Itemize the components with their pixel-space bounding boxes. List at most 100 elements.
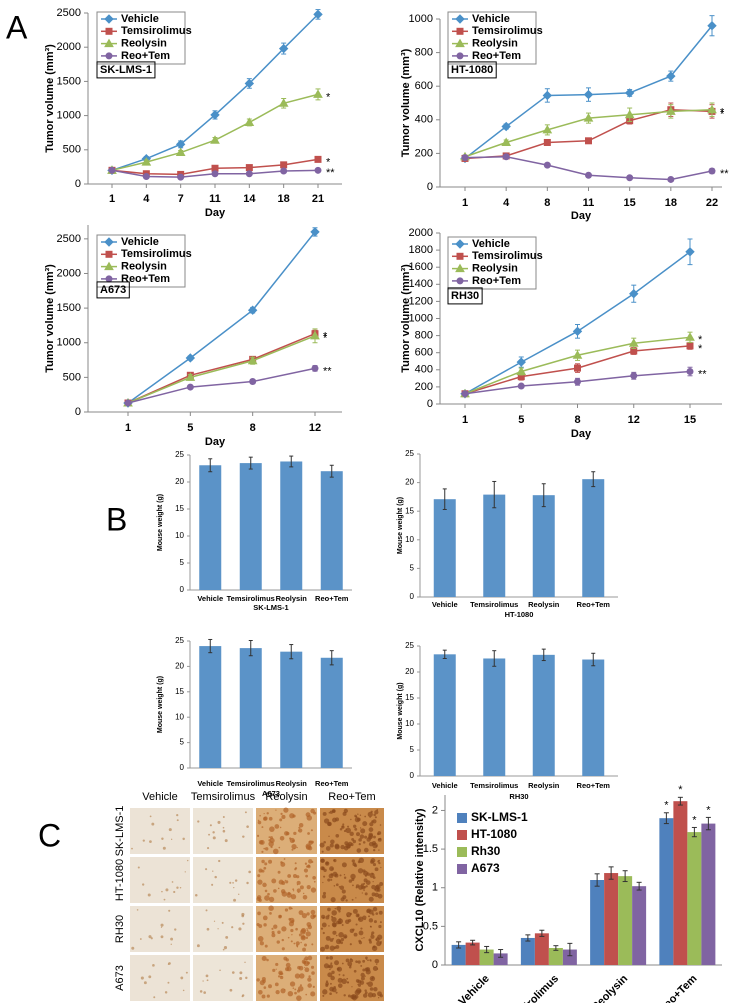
marker (628, 338, 639, 347)
stain-spot (368, 896, 374, 902)
stain-spot (259, 814, 261, 817)
stain-spot (257, 879, 263, 885)
stain-spot (268, 859, 273, 864)
legend-label: Temsirolimus (121, 25, 192, 37)
stain-spot (269, 836, 273, 840)
stain-spot (327, 822, 332, 827)
stain-spot (325, 956, 329, 960)
x-axis-label: RH30 (509, 792, 528, 801)
stain-spot (301, 959, 306, 964)
stain-spot (176, 819, 179, 822)
stain-spot (368, 918, 374, 923)
stain-spot (295, 941, 300, 946)
stain-spot (140, 976, 144, 980)
stain-spot (293, 831, 297, 836)
stain-spot (332, 930, 337, 935)
stain-spot (351, 898, 354, 901)
stain-spot (343, 845, 349, 851)
stain-spot (300, 941, 302, 944)
stain-spot (296, 875, 300, 879)
marker (142, 172, 150, 180)
stain-spot (358, 983, 362, 987)
stain-spot (222, 826, 225, 829)
stain-spot (356, 848, 362, 853)
y-tick-label: 2500 (57, 7, 81, 19)
series-line (127, 231, 316, 404)
stain-spot (365, 885, 368, 888)
stain-spot (306, 885, 311, 890)
stain-spot (341, 962, 344, 965)
stain-spot (343, 994, 346, 997)
x-tick-label: 4 (503, 197, 510, 209)
stain-spot (341, 889, 346, 894)
stain-spot (365, 956, 368, 960)
y-axis-label: Tumor volume (mm³) (44, 264, 56, 373)
bar (280, 651, 303, 768)
marker (210, 110, 220, 120)
marker (502, 153, 510, 161)
stain-spot (351, 986, 353, 988)
y-tick-label: 25 (175, 636, 184, 645)
stain-spot (256, 923, 260, 927)
x-tick-label: 22 (706, 197, 718, 209)
stain-spot (308, 840, 313, 845)
stain-spot (290, 894, 297, 900)
stain-spot (306, 815, 313, 821)
stain-spot (160, 926, 163, 928)
marker (124, 399, 132, 407)
stain-spot (336, 906, 342, 911)
stain-spot (344, 841, 349, 846)
stain-spot (176, 814, 179, 817)
stain-spot (363, 889, 365, 891)
marker (313, 89, 323, 98)
stain-spot (268, 816, 273, 821)
stain-spot (322, 811, 327, 816)
row-label: SK-LMS-1 (114, 806, 126, 857)
x-tick-label: 1 (462, 197, 468, 209)
stain-spot (298, 828, 303, 833)
stain-spot (355, 897, 357, 899)
marker (310, 330, 320, 340)
x-tick-label: 4 (143, 193, 150, 205)
stain-spot (356, 832, 361, 837)
stain-spot (218, 859, 221, 863)
stain-spot (207, 847, 210, 850)
significance: * (678, 784, 683, 796)
stain-spot (261, 956, 267, 962)
y-axis-label: Mouse weight (g) (397, 682, 404, 739)
marker (583, 113, 594, 122)
stain-spot (280, 889, 286, 894)
stain-spot (203, 991, 206, 994)
marker (455, 14, 465, 24)
stain-spot (275, 962, 279, 967)
y-tick-label: 2000 (57, 41, 81, 53)
x-tick-label: 8 (574, 414, 580, 426)
stain-spot (363, 847, 369, 853)
y-tick-label: 0 (427, 398, 433, 410)
legend-label: Vehicle (472, 13, 510, 25)
marker (574, 364, 581, 372)
stain-spot (328, 873, 334, 879)
legend-label: Reolysin (472, 263, 518, 275)
bar (590, 880, 605, 965)
stain-spot (257, 911, 261, 916)
stain-spot (360, 883, 364, 887)
stain-spot (360, 828, 366, 834)
stain-spot (335, 938, 342, 945)
stain-spot (361, 937, 363, 940)
stain-spot (350, 818, 352, 821)
stain-spot (370, 810, 373, 813)
x-tick-label: Reolysin (276, 779, 308, 788)
marker (177, 173, 185, 181)
stain-spot (348, 966, 352, 969)
stain-spot (180, 976, 184, 980)
marker (585, 137, 592, 145)
stain-spot (306, 912, 310, 916)
x-tick-label: 8 (544, 197, 550, 209)
significance: * (692, 814, 697, 826)
stain-spot (327, 965, 331, 969)
stain-spot (340, 844, 345, 850)
x-tick-label: 11 (209, 193, 221, 205)
stain-spot (305, 874, 308, 878)
